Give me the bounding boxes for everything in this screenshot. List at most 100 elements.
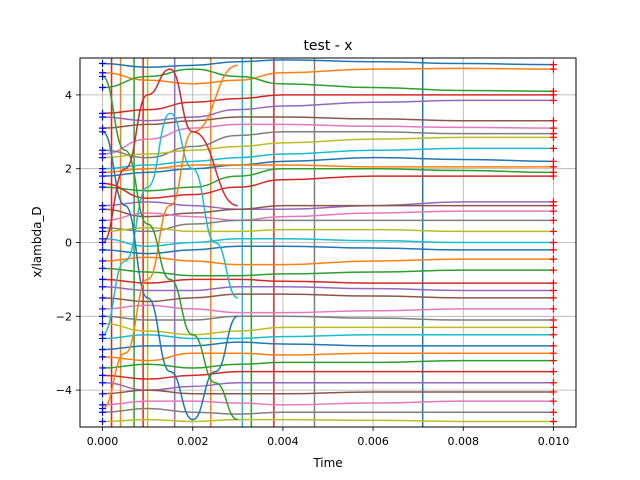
series-line: [102, 293, 554, 303]
series-line: [102, 99, 554, 122]
series-line: [102, 201, 554, 211]
start-marker: [99, 60, 107, 68]
start-marker: [99, 84, 107, 92]
start-marker: [99, 390, 107, 398]
end-marker: [549, 379, 557, 387]
series-line: [102, 147, 554, 170]
series-line: [102, 175, 554, 199]
end-marker: [549, 316, 557, 324]
x-tick-label: 0.008: [448, 435, 480, 448]
series-line: [102, 64, 238, 410]
series-line: [102, 256, 554, 266]
start-marker: [99, 227, 107, 235]
axis-ticks: 0.000 0.002 0.004 0.006 0.008 0.010 −4 −2 0 2 4: [56, 89, 569, 448]
series-line: [102, 389, 554, 395]
start-marker: [99, 275, 107, 283]
end-marker: [549, 331, 557, 339]
start-marker: [99, 154, 107, 162]
start-marker: [99, 257, 107, 265]
series-line: [102, 167, 554, 192]
series-line: [102, 352, 554, 362]
x-axis-label: Time: [312, 456, 342, 470]
end-marker: [549, 65, 557, 73]
start-marker: [99, 417, 107, 425]
x-tick-label: 0.002: [177, 435, 209, 448]
end-marker: [549, 294, 557, 302]
end-marker: [549, 279, 557, 287]
end-marker: [549, 408, 557, 416]
start-marker: [99, 146, 107, 154]
series-line: [102, 400, 554, 406]
start-marker: [99, 312, 107, 320]
start-marker: [99, 283, 107, 291]
series-line: [102, 226, 554, 233]
end-marker: [549, 239, 557, 246]
series-line: [102, 304, 554, 314]
end-marker: [549, 357, 557, 365]
start-marker: [99, 216, 107, 224]
end-marker: [549, 207, 557, 215]
start-marker: [99, 353, 107, 361]
end-marker: [549, 323, 557, 331]
series-line: [102, 210, 554, 222]
start-marker: [99, 246, 107, 254]
start-marker: [99, 205, 107, 213]
end-marker: [549, 172, 557, 180]
series-line: [102, 131, 554, 159]
series-line: [102, 164, 554, 174]
start-marker: [99, 239, 107, 246]
y-axis-label: x/lambda_D: [30, 206, 44, 277]
plot-area: [99, 58, 557, 427]
series-line: [102, 407, 554, 415]
series-line: [102, 286, 554, 292]
series-line: [102, 75, 239, 421]
y-tick-label: −2: [56, 310, 72, 323]
series-line: [102, 315, 554, 321]
start-marker: [99, 294, 107, 302]
start-marker: [99, 405, 107, 413]
series-line: [102, 68, 554, 92]
start-marker: [99, 72, 107, 80]
start-marker: [99, 371, 107, 379]
series-line: [102, 131, 239, 421]
start-marker: [99, 264, 107, 272]
start-marker: [99, 331, 107, 339]
series-line: [102, 341, 554, 351]
series-line: [102, 418, 554, 423]
start-marker: [99, 305, 107, 313]
x-tick-label: 0.000: [87, 435, 119, 448]
end-marker: [549, 305, 557, 313]
start-marker: [99, 379, 107, 387]
start-marker: [99, 346, 107, 354]
y-tick-label: 0: [65, 237, 72, 250]
start-marker: [99, 320, 107, 328]
end-marker: [549, 227, 557, 235]
end-marker: [549, 255, 557, 263]
series-line: [102, 94, 554, 115]
end-marker: [549, 286, 557, 294]
start-marker: [99, 113, 107, 121]
series-line: [102, 381, 554, 391]
start-marker: [99, 168, 107, 176]
end-marker: [549, 144, 557, 152]
series-line: [102, 204, 554, 218]
chart-title: test - x: [303, 38, 352, 54]
end-marker: [549, 342, 557, 350]
end-marker: [549, 349, 557, 357]
x-tick-label: 0.004: [267, 435, 299, 448]
end-marker: [549, 397, 557, 405]
end-marker: [549, 388, 557, 396]
series-line: [102, 370, 554, 380]
series-line: [102, 359, 554, 369]
series-line: [102, 219, 554, 233]
end-marker: [549, 117, 557, 125]
start-marker: [99, 179, 107, 187]
end-marker: [549, 216, 557, 224]
end-marker: [549, 266, 557, 274]
end-marker: [549, 96, 557, 104]
end-marker: [549, 133, 557, 141]
series-line: [102, 59, 554, 68]
series-line: [102, 278, 554, 284]
end-marker: [549, 417, 557, 425]
